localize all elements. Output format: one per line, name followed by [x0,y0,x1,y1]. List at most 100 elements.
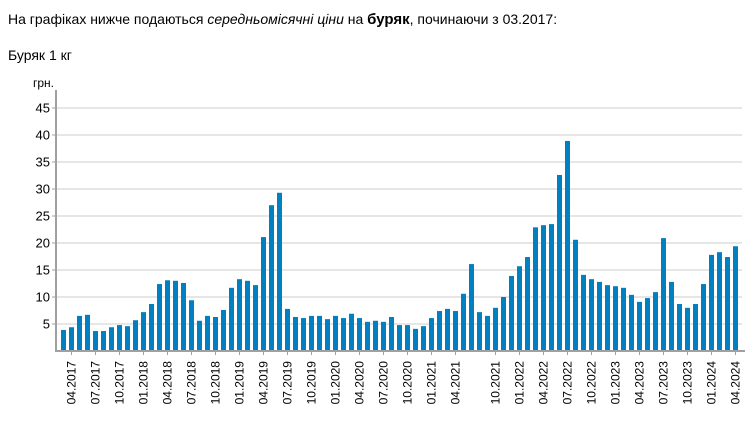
y-tick-label: 25 [36,209,50,224]
bar-03.2017 [61,329,66,351]
y-axis-unit-label: грн. [33,76,54,90]
chart-title: Буряк 1 кг [8,47,72,63]
bar-09.2017 [109,327,114,351]
bar-11.2021 [501,297,506,351]
bar-05.2017 [77,315,82,351]
bar-12.2021 [509,275,514,351]
x-tick-label: 10.2023 [681,361,695,405]
bar-09.2018 [205,315,210,351]
x-tick-label: 01.2024 [705,361,719,405]
bar-09.2022 [581,274,586,351]
bar-05.2023 [645,298,650,351]
bar-08.2017 [101,331,106,351]
x-tick-label: 01.2021 [425,361,439,405]
bar-02.2022 [525,257,530,351]
bar-02.2021 [437,311,442,351]
bar-01.2021 [429,318,434,351]
bar-12.2019 [325,319,330,351]
bar-02.2023 [621,287,626,351]
y-tick-label: 10 [36,290,50,305]
bar-05.2019 [269,205,274,351]
bar-12.2020 [421,326,426,351]
bar-12.2022 [605,285,610,351]
x-tick-label: 01.2020 [329,361,343,405]
bar-07.2017 [93,331,98,351]
bar-01.2022 [517,266,522,351]
bar-11.2019 [317,315,322,351]
bar-10.2022 [589,279,594,351]
x-tick-label: 01.2023 [609,361,623,405]
bar-04.2023 [637,301,642,351]
bar-09.2019 [301,318,306,351]
bar-02.2020 [341,318,346,351]
y-tick-label: 45 [36,101,50,116]
bar-03.2024 [725,257,730,351]
bar-04.2018 [165,280,170,351]
bar-06.2017 [85,314,90,351]
intro-product: буряк [367,11,410,28]
bar-04.2019 [261,237,266,351]
x-tick-label: 01.2022 [513,361,527,405]
intro-italic: середньомісячні ціни [207,11,344,27]
bar-10.2018 [213,316,218,351]
bar-09.2023 [677,304,682,351]
bar-07.2019 [285,308,290,351]
bar-10.2017 [117,325,122,351]
bar-03.2021 [445,308,450,351]
x-tick-label: 07.2022 [561,361,575,405]
bar-08.2019 [293,316,298,351]
x-axis: 04.2017 07.2017 10.2017 01.2018 04.2018 07.20… [56,350,745,405]
bar-02.2018 [149,304,154,351]
x-tick-label: 10.2019 [305,361,319,405]
bar-04.2022 [541,225,546,351]
gridlines [57,107,742,325]
bar-08.2020 [389,316,394,351]
bar-10.2021 [493,307,498,351]
y-tick-label: 35 [36,155,50,170]
x-tick-label: 07.2020 [377,361,391,405]
bar-01.2019 [237,279,242,351]
x-tick-label: 07.2017 [89,361,103,405]
y-tick-label: 15 [36,263,50,278]
bar-01.2023 [613,286,618,351]
bar-07.2018 [189,300,194,351]
bar-12.2017 [133,320,138,351]
x-tick-label: 04.2022 [537,361,551,405]
bar-07.2023 [661,238,666,351]
intro-suffix: , починаючи з 03.2017: [409,11,558,27]
x-tick-label: 04.2017 [65,361,79,405]
bar-04.2024 [733,246,738,351]
bar-09.2020 [397,325,402,351]
bar-10.2023 [685,307,690,351]
bar-07.2020 [381,321,386,351]
intro-middle: на [343,11,368,27]
x-tick-label: 01.2018 [137,361,151,405]
bar-11.2020 [413,328,418,351]
x-tick-label: 10.2021 [489,361,503,405]
x-tick-label: 04.2020 [353,361,367,405]
x-tick-label: 10.2020 [401,361,415,405]
x-tick-label: 10.2017 [113,361,127,405]
bar-12.2018 [229,287,234,351]
x-tick-label: 04.2023 [633,361,647,405]
bar-08.2022 [573,239,578,351]
bar-01.2020 [333,315,338,351]
bar-11.2022 [597,281,602,351]
bar-10.2020 [405,325,410,351]
bar-05.2020 [365,321,370,351]
bar-05.2018 [173,280,178,351]
bar-10.2019 [309,315,314,351]
bar-03.2018 [157,284,162,351]
bar-04.2021 [453,311,458,351]
x-tick-label: 04.2019 [257,361,271,405]
intro-text: На графіках нижче подаються середньоміся… [8,11,557,28]
bar-06.2019 [277,192,282,351]
x-tick-label: 10.2022 [585,361,599,405]
bar-08.2023 [669,281,674,351]
y-axis: 5 10 15 20 25 30 35 40 45 [36,90,57,352]
y-tick-label: 20 [36,236,50,251]
x-tick-label: 07.2023 [657,361,671,405]
bar-11.2018 [221,309,226,351]
bar-07.2022 [565,140,570,351]
